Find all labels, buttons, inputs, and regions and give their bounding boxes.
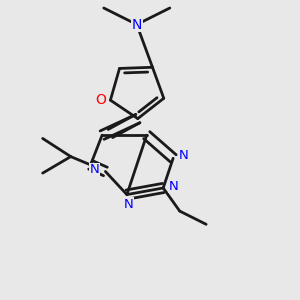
Text: N: N <box>169 180 179 193</box>
Text: N: N <box>90 163 100 176</box>
Text: N: N <box>179 149 189 162</box>
Text: O: O <box>95 93 106 107</box>
Text: N: N <box>124 198 134 211</box>
Text: N: N <box>132 17 142 32</box>
